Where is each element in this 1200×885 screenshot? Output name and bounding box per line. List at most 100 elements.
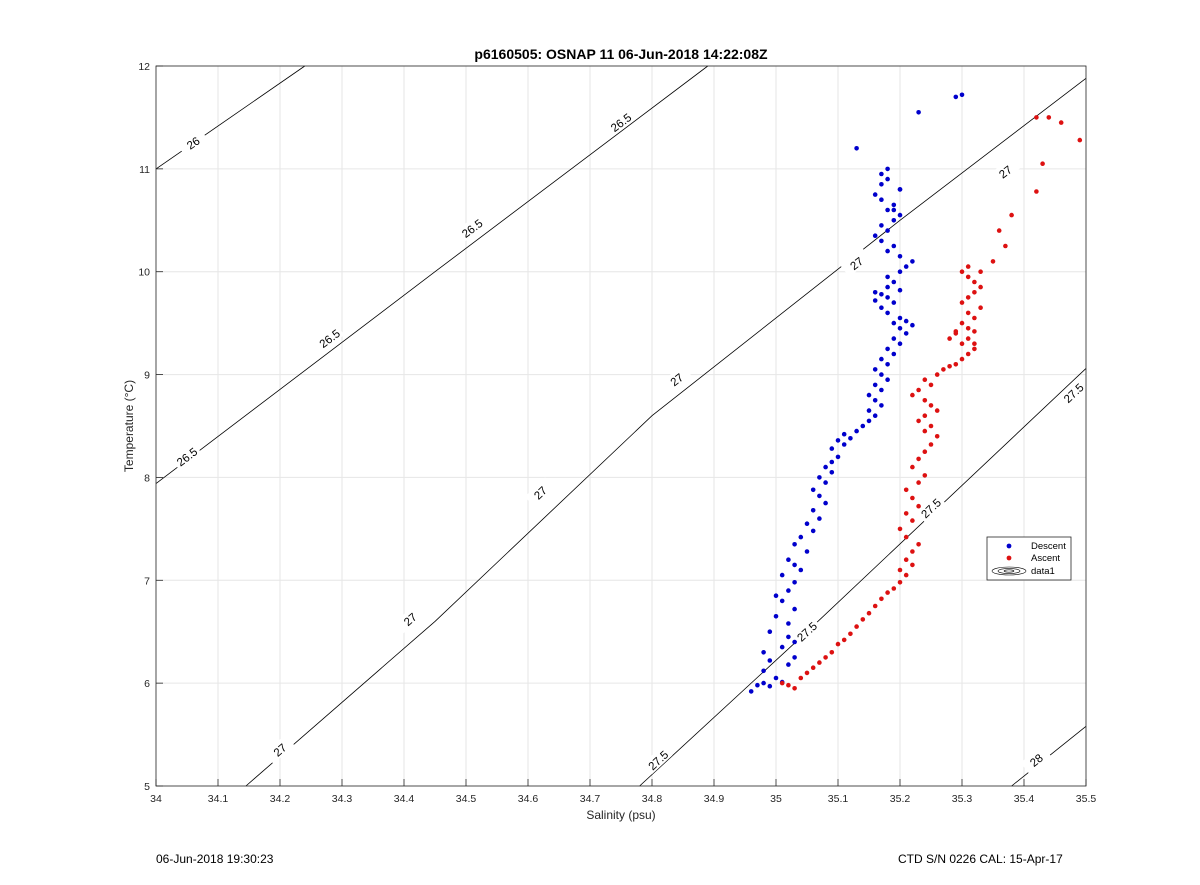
ascent-point bbox=[829, 650, 835, 655]
y-tick-label: 11 bbox=[139, 164, 150, 176]
ascent-point bbox=[934, 408, 940, 413]
ascent-point bbox=[848, 631, 853, 637]
contour-label-bg bbox=[989, 157, 1021, 186]
descent-point bbox=[916, 110, 921, 115]
x-tick-label: 34.4 bbox=[394, 793, 415, 805]
ascent-point bbox=[922, 428, 928, 434]
descent-point bbox=[817, 475, 822, 480]
legend-contour-icon bbox=[991, 566, 1027, 576]
ascent-point bbox=[910, 495, 915, 501]
x-tick-label: 35.5 bbox=[1076, 793, 1097, 805]
descent-point bbox=[817, 493, 822, 499]
descent-point bbox=[804, 521, 810, 526]
descent-point bbox=[903, 331, 909, 336]
ascent-point bbox=[978, 284, 983, 290]
descent-point bbox=[823, 464, 828, 470]
descent-point bbox=[773, 593, 779, 598]
x-tick-label: 35.1 bbox=[828, 793, 849, 805]
chart-title: p6160505: OSNAP 11 06-Jun-2018 14:22:08Z bbox=[474, 46, 768, 62]
descent-point bbox=[872, 398, 878, 403]
ascent-point bbox=[922, 377, 928, 383]
descent-point bbox=[872, 382, 878, 388]
descent-point bbox=[897, 269, 903, 275]
contour-label-bg bbox=[171, 442, 202, 471]
y-tick-label: 12 bbox=[138, 61, 150, 73]
descent-point bbox=[885, 310, 890, 316]
descent-point bbox=[835, 454, 841, 460]
descent-point bbox=[891, 202, 897, 208]
descent-point bbox=[885, 207, 890, 213]
y-tick-label: 10 bbox=[138, 267, 150, 279]
contour-label-group: 27 bbox=[989, 157, 1021, 186]
x-tick-label: 34.9 bbox=[704, 793, 725, 805]
ascent-point bbox=[934, 434, 940, 439]
descent-point bbox=[810, 508, 816, 513]
contour-label-group: 26.5 bbox=[456, 213, 487, 242]
descent-point bbox=[903, 264, 909, 269]
ascent-point bbox=[798, 675, 804, 681]
ascent-point bbox=[910, 392, 915, 398]
contour-label-group: 27 bbox=[524, 477, 555, 507]
ascent-point bbox=[965, 310, 971, 316]
contour-label-bg bbox=[524, 477, 555, 507]
y-tick-label: 8 bbox=[144, 472, 150, 484]
descent-point bbox=[891, 300, 897, 305]
descent-point bbox=[767, 683, 773, 689]
descent-point bbox=[872, 367, 878, 372]
ascent-point bbox=[786, 682, 791, 688]
x-tick-label: 34.8 bbox=[642, 793, 663, 805]
x-tick-label: 34.5 bbox=[456, 793, 477, 805]
ascent-point bbox=[817, 660, 822, 665]
axes-box bbox=[155, 65, 1087, 787]
ascent-point bbox=[928, 442, 934, 447]
descent-point bbox=[885, 284, 890, 290]
y-tick-labels: 5 6 7 8 9 10 11 12 bbox=[138, 61, 163, 793]
ascent-point bbox=[779, 680, 785, 686]
ascent-point bbox=[823, 655, 828, 660]
x-tick-label: 34.7 bbox=[580, 793, 601, 805]
descent-point bbox=[792, 655, 797, 660]
descent-point bbox=[866, 392, 872, 398]
x-tick-labels: 34 34.1 34.2 34.3 34.4 34.5 34.6 34.7 34.8 34.9 35… bbox=[150, 779, 1096, 805]
ascent-point bbox=[965, 264, 971, 269]
ascent-point bbox=[1034, 115, 1039, 120]
ascent-point bbox=[903, 487, 909, 493]
ascent-point bbox=[965, 274, 971, 280]
descent-point bbox=[817, 516, 822, 521]
descent-point bbox=[879, 182, 884, 187]
descent-point bbox=[891, 243, 897, 249]
contour-label-group: 26.5 bbox=[605, 107, 636, 136]
x-tick-label: 35 bbox=[770, 793, 782, 805]
descent-point bbox=[910, 259, 915, 264]
descent-point bbox=[897, 315, 903, 321]
descent-point bbox=[767, 629, 773, 634]
descent-point bbox=[891, 336, 897, 341]
descent-point bbox=[786, 662, 791, 667]
ascent-point bbox=[1034, 189, 1039, 194]
ascent-point bbox=[910, 562, 915, 568]
contour-label-group: 28 bbox=[1020, 745, 1052, 774]
legend-data1-label: data1 bbox=[1031, 566, 1055, 577]
descent-point bbox=[879, 372, 884, 377]
descent-point bbox=[829, 470, 835, 475]
descent-point bbox=[823, 500, 828, 506]
x-tick-label: 34.6 bbox=[518, 793, 539, 805]
descent-point bbox=[897, 253, 903, 259]
contour-label-group: 27 bbox=[660, 364, 692, 394]
ascent-point bbox=[953, 329, 959, 334]
ascent-point bbox=[934, 372, 940, 377]
ascent-point bbox=[916, 387, 921, 393]
descent-point bbox=[854, 428, 859, 434]
descent-point bbox=[829, 459, 835, 465]
descent-point bbox=[866, 418, 872, 424]
contour-line bbox=[155, 65, 709, 484]
y-tick-label: 9 bbox=[144, 370, 150, 382]
descent-point bbox=[897, 341, 903, 347]
descent-point bbox=[872, 192, 878, 197]
ascent-point bbox=[1040, 161, 1045, 166]
ascent-point bbox=[947, 364, 952, 369]
ascent-point bbox=[903, 557, 909, 562]
legend-descent-label: Descent bbox=[1031, 541, 1066, 552]
descent-point bbox=[761, 650, 766, 655]
descent-point bbox=[773, 614, 779, 619]
